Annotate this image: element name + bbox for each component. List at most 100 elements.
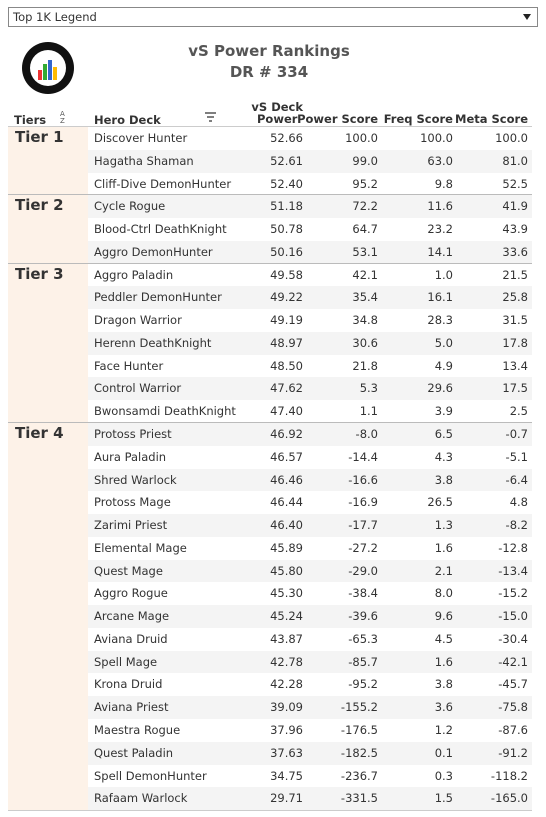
svg-text:A: A xyxy=(60,110,65,118)
score-cell: 17.5 xyxy=(502,381,528,396)
score-cell: 5.0 xyxy=(434,335,453,350)
score-cell: -5.1 xyxy=(505,449,528,464)
deck-name: Maestra Rogue xyxy=(94,723,181,738)
score-cell: -331.5 xyxy=(340,791,378,806)
row-shade xyxy=(88,286,532,310)
score-cell: 23.2 xyxy=(427,222,453,237)
tier-label: Tier 1 xyxy=(15,128,64,146)
score-cell: 100.0 xyxy=(495,131,528,145)
score-cell: 51.18 xyxy=(270,199,303,214)
deck-name: Shred Warlock xyxy=(94,472,177,487)
dropdown[interactable]: Top 1K Legend xyxy=(8,7,538,27)
score-cell: 0.3 xyxy=(434,768,453,783)
deck-name: Herenn DeathKnight xyxy=(94,335,212,350)
sort-icon[interactable] xyxy=(205,112,217,122)
score-cell: 45.80 xyxy=(270,563,303,578)
score-cell: 64.7 xyxy=(352,222,378,237)
sort-icon[interactable]: AZ xyxy=(60,110,68,124)
deck-name: Aviana Druid xyxy=(94,631,168,646)
row-shade xyxy=(88,149,532,173)
score-cell: 2.1 xyxy=(434,563,453,578)
score-cell: -87.6 xyxy=(498,723,528,738)
score-cell: 99.0 xyxy=(352,153,378,168)
score-cell: 41.9 xyxy=(502,199,528,214)
score-cell: -85.7 xyxy=(348,654,378,669)
deck-name: Discover Hunter xyxy=(94,131,188,145)
score-cell: 4.8 xyxy=(509,495,528,510)
tier-divider xyxy=(8,194,532,196)
score-cell: 43.87 xyxy=(270,631,303,646)
score-cell: 14.1 xyxy=(427,244,453,259)
score-cell: 50.16 xyxy=(270,244,303,259)
tier-band xyxy=(8,195,88,264)
score-cell: -91.2 xyxy=(498,745,528,760)
logo xyxy=(22,42,74,94)
score-cell: 33.6 xyxy=(502,244,528,259)
deck-name: Cliff-Dive DemonHunter xyxy=(94,176,232,191)
score-cell: 2.5 xyxy=(509,404,528,419)
score-cell: -45.7 xyxy=(498,677,528,692)
score-cell: 50.78 xyxy=(270,222,303,237)
score-cell: 29.6 xyxy=(427,381,453,396)
score-cell: 100.0 xyxy=(345,131,378,145)
score-cell: 26.5 xyxy=(427,495,453,510)
score-cell: -16.6 xyxy=(348,472,378,487)
score-cell: 52.66 xyxy=(270,131,303,145)
deck-name: Control Warrior xyxy=(94,381,182,396)
row-shade xyxy=(88,650,532,674)
score-cell: 21.5 xyxy=(502,267,528,282)
score-cell: 52.5 xyxy=(502,176,528,191)
score-cell: 1.6 xyxy=(434,540,453,555)
score-cell: 4.3 xyxy=(434,449,453,464)
deck-name: Protoss Mage xyxy=(94,495,171,510)
deck-name: Rafaam Warlock xyxy=(94,791,188,806)
score-cell: 49.22 xyxy=(270,290,303,305)
score-cell: 42.1 xyxy=(352,267,378,282)
score-cell: 42.28 xyxy=(270,677,303,692)
svg-text:Z: Z xyxy=(60,117,65,124)
score-cell: 16.1 xyxy=(427,290,453,305)
score-cell: -17.7 xyxy=(348,518,378,533)
score-cell: -182.5 xyxy=(340,745,378,760)
score-cell: -8.2 xyxy=(505,518,528,533)
deck-name: Aura Paladin xyxy=(94,449,167,464)
score-cell: 46.57 xyxy=(270,449,303,464)
deck-name: Bwonsamdi DeathKnight xyxy=(94,404,236,419)
row-shade xyxy=(88,423,532,446)
row-shade xyxy=(88,741,532,765)
deck-name: Elemental Mage xyxy=(94,540,187,555)
score-cell: 11.6 xyxy=(427,199,453,214)
column-header: Tiers xyxy=(14,113,47,127)
row-shade xyxy=(88,605,532,628)
score-cell: -39.6 xyxy=(348,609,378,624)
score-cell: -165.0 xyxy=(490,791,528,806)
score-cell: -16.9 xyxy=(348,495,378,510)
deck-name: Aviana Priest xyxy=(94,700,169,715)
row-shade xyxy=(88,331,532,355)
row-shade xyxy=(88,559,532,583)
deck-name: Krona Druid xyxy=(94,677,163,692)
header-line xyxy=(8,126,532,127)
score-cell: -0.7 xyxy=(505,427,528,441)
deck-name: Zarimi Priest xyxy=(94,518,168,533)
score-cell: 48.97 xyxy=(270,335,303,350)
score-cell: -75.8 xyxy=(498,700,528,715)
row-shade xyxy=(88,240,532,264)
score-cell: -118.2 xyxy=(490,768,528,783)
score-cell: -13.4 xyxy=(498,563,528,578)
deck-name: Aggro Rogue xyxy=(94,586,168,601)
score-cell: -155.2 xyxy=(340,700,378,715)
score-cell: 8.0 xyxy=(434,586,453,601)
score-cell: -30.4 xyxy=(498,631,528,646)
dropdown-arrow xyxy=(523,14,531,20)
score-cell: 5.3 xyxy=(359,381,378,396)
score-cell: -27.2 xyxy=(348,540,378,555)
score-cell: 21.8 xyxy=(352,358,378,373)
score-cell: -176.5 xyxy=(340,723,378,738)
score-cell: 3.8 xyxy=(434,472,453,487)
score-cell: 53.1 xyxy=(352,244,378,259)
bottom-line xyxy=(8,810,532,812)
score-cell: 29.71 xyxy=(270,791,303,806)
score-cell: 34.8 xyxy=(352,313,378,328)
score-cell: 100.0 xyxy=(420,131,453,145)
